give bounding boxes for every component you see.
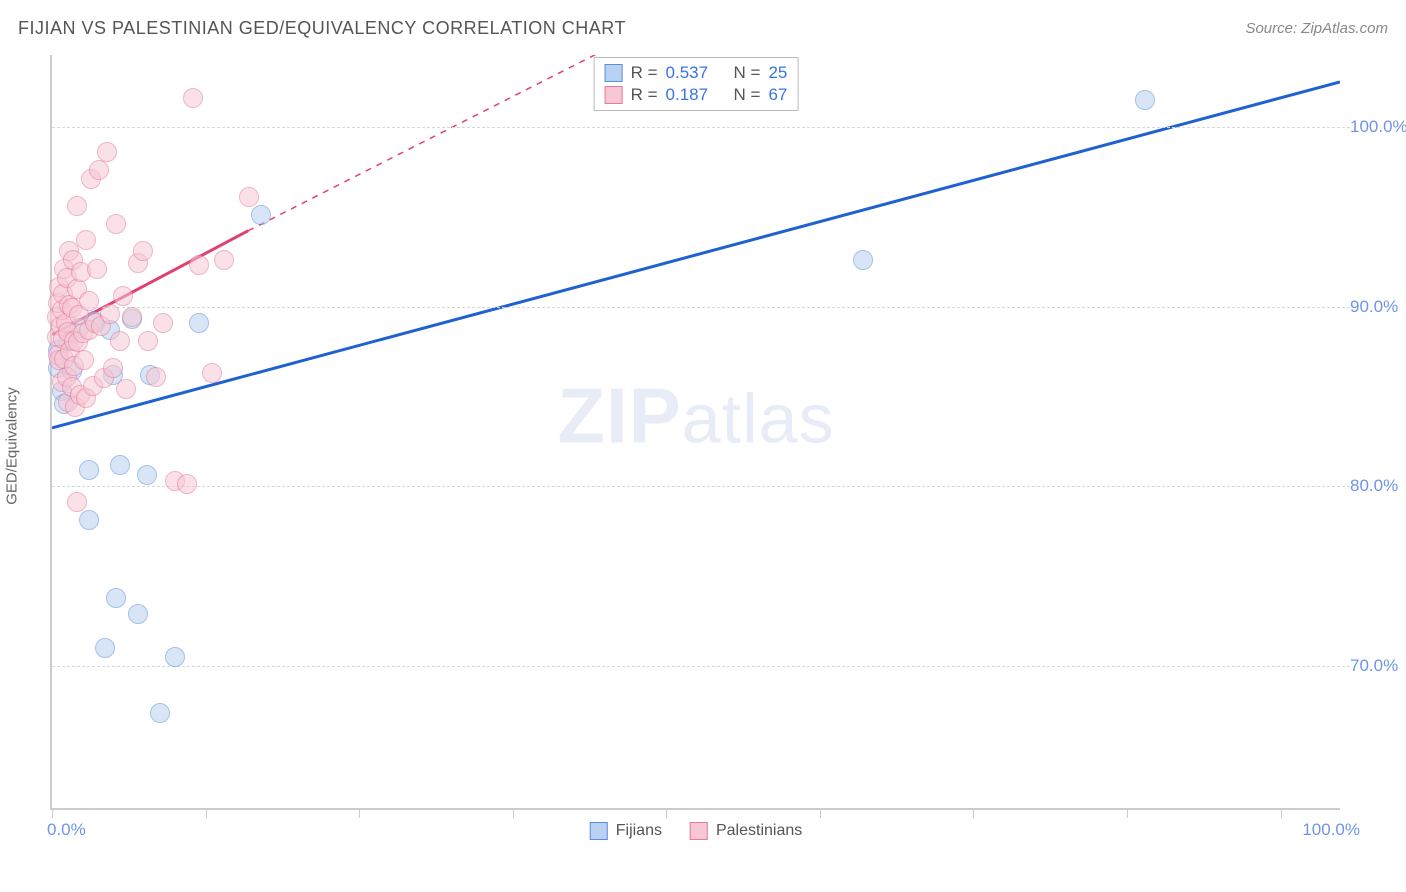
r-value-palestinians: 0.187 [666,85,709,105]
data-point [165,647,185,667]
stats-row-palestinians: R = 0.187 N = 67 [605,84,788,106]
x-tick [666,808,667,818]
stats-box: R = 0.537 N = 25 R = 0.187 N = 67 [594,57,799,111]
data-point [74,350,94,370]
data-point [106,588,126,608]
x-tick [52,808,53,818]
data-point [122,307,142,327]
data-point [79,460,99,480]
r-value-fijians: 0.537 [666,63,709,83]
data-point [853,250,873,270]
plot-area: ZIPatlas R = 0.537 N = 25 R = 0.187 N = … [50,55,1340,810]
trend-lines [52,55,1340,808]
data-point [251,205,271,225]
gridline [52,486,1350,487]
r-label: R = [631,63,658,83]
data-point [67,492,87,512]
data-point [110,331,130,351]
x-tick [206,808,207,818]
data-point [76,230,96,250]
x-min-label: 0.0% [47,820,86,840]
data-point [183,88,203,108]
x-tick [513,808,514,818]
data-point [177,474,197,494]
legend-label-fijians: Fijians [616,822,662,840]
data-point [95,638,115,658]
n-value-palestinians: 67 [768,85,787,105]
y-axis-label: GED/Equivalency [4,387,21,505]
legend-swatch-palestinians [690,822,708,840]
chart-title: FIJIAN VS PALESTINIAN GED/EQUIVALENCY CO… [18,18,626,39]
data-point [137,465,157,485]
swatch-palestinians [605,86,623,104]
data-point [146,367,166,387]
stats-row-fijians: R = 0.537 N = 25 [605,62,788,84]
data-point [87,259,107,279]
gridline [52,307,1350,308]
x-tick [359,808,360,818]
x-max-label: 100.0% [1302,820,1360,840]
y-tick-label: 100.0% [1350,117,1406,137]
x-tick [1281,808,1282,818]
data-point [97,142,117,162]
y-tick-label: 90.0% [1350,297,1406,317]
data-point [79,291,99,311]
data-point [128,604,148,624]
legend-item-palestinians: Palestinians [690,822,802,840]
data-point [202,363,222,383]
watermark-atlas: atlas [682,380,835,458]
r-label: R = [631,85,658,105]
data-point [79,510,99,530]
x-tick [820,808,821,818]
data-point [153,313,173,333]
data-point [110,455,130,475]
legend: Fijians Palestinians [590,822,803,840]
data-point [189,313,209,333]
data-point [214,250,234,270]
data-point [106,214,126,234]
x-tick [1127,808,1128,818]
data-point [133,241,153,261]
legend-label-palestinians: Palestinians [716,822,802,840]
data-point [138,331,158,351]
source-label: Source: ZipAtlas.com [1245,20,1388,37]
n-label: N = [734,85,761,105]
data-point [116,379,136,399]
data-point [239,187,259,207]
y-tick-label: 70.0% [1350,656,1406,676]
data-point [150,703,170,723]
legend-swatch-fijians [590,822,608,840]
data-point [1135,90,1155,110]
data-point [67,196,87,216]
n-value-fijians: 25 [768,63,787,83]
title-bar: FIJIAN VS PALESTINIAN GED/EQUIVALENCY CO… [18,18,1388,39]
gridline [52,666,1350,667]
swatch-fijians [605,64,623,82]
y-tick-label: 80.0% [1350,476,1406,496]
data-point [89,160,109,180]
data-point [100,304,120,324]
watermark-zip: ZIP [557,372,681,460]
gridline [52,127,1350,128]
legend-item-fijians: Fijians [590,822,662,840]
x-tick [973,808,974,818]
data-point [113,286,133,306]
data-point [103,358,123,378]
watermark: ZIPatlas [557,371,834,462]
n-label: N = [734,63,761,83]
data-point [189,255,209,275]
